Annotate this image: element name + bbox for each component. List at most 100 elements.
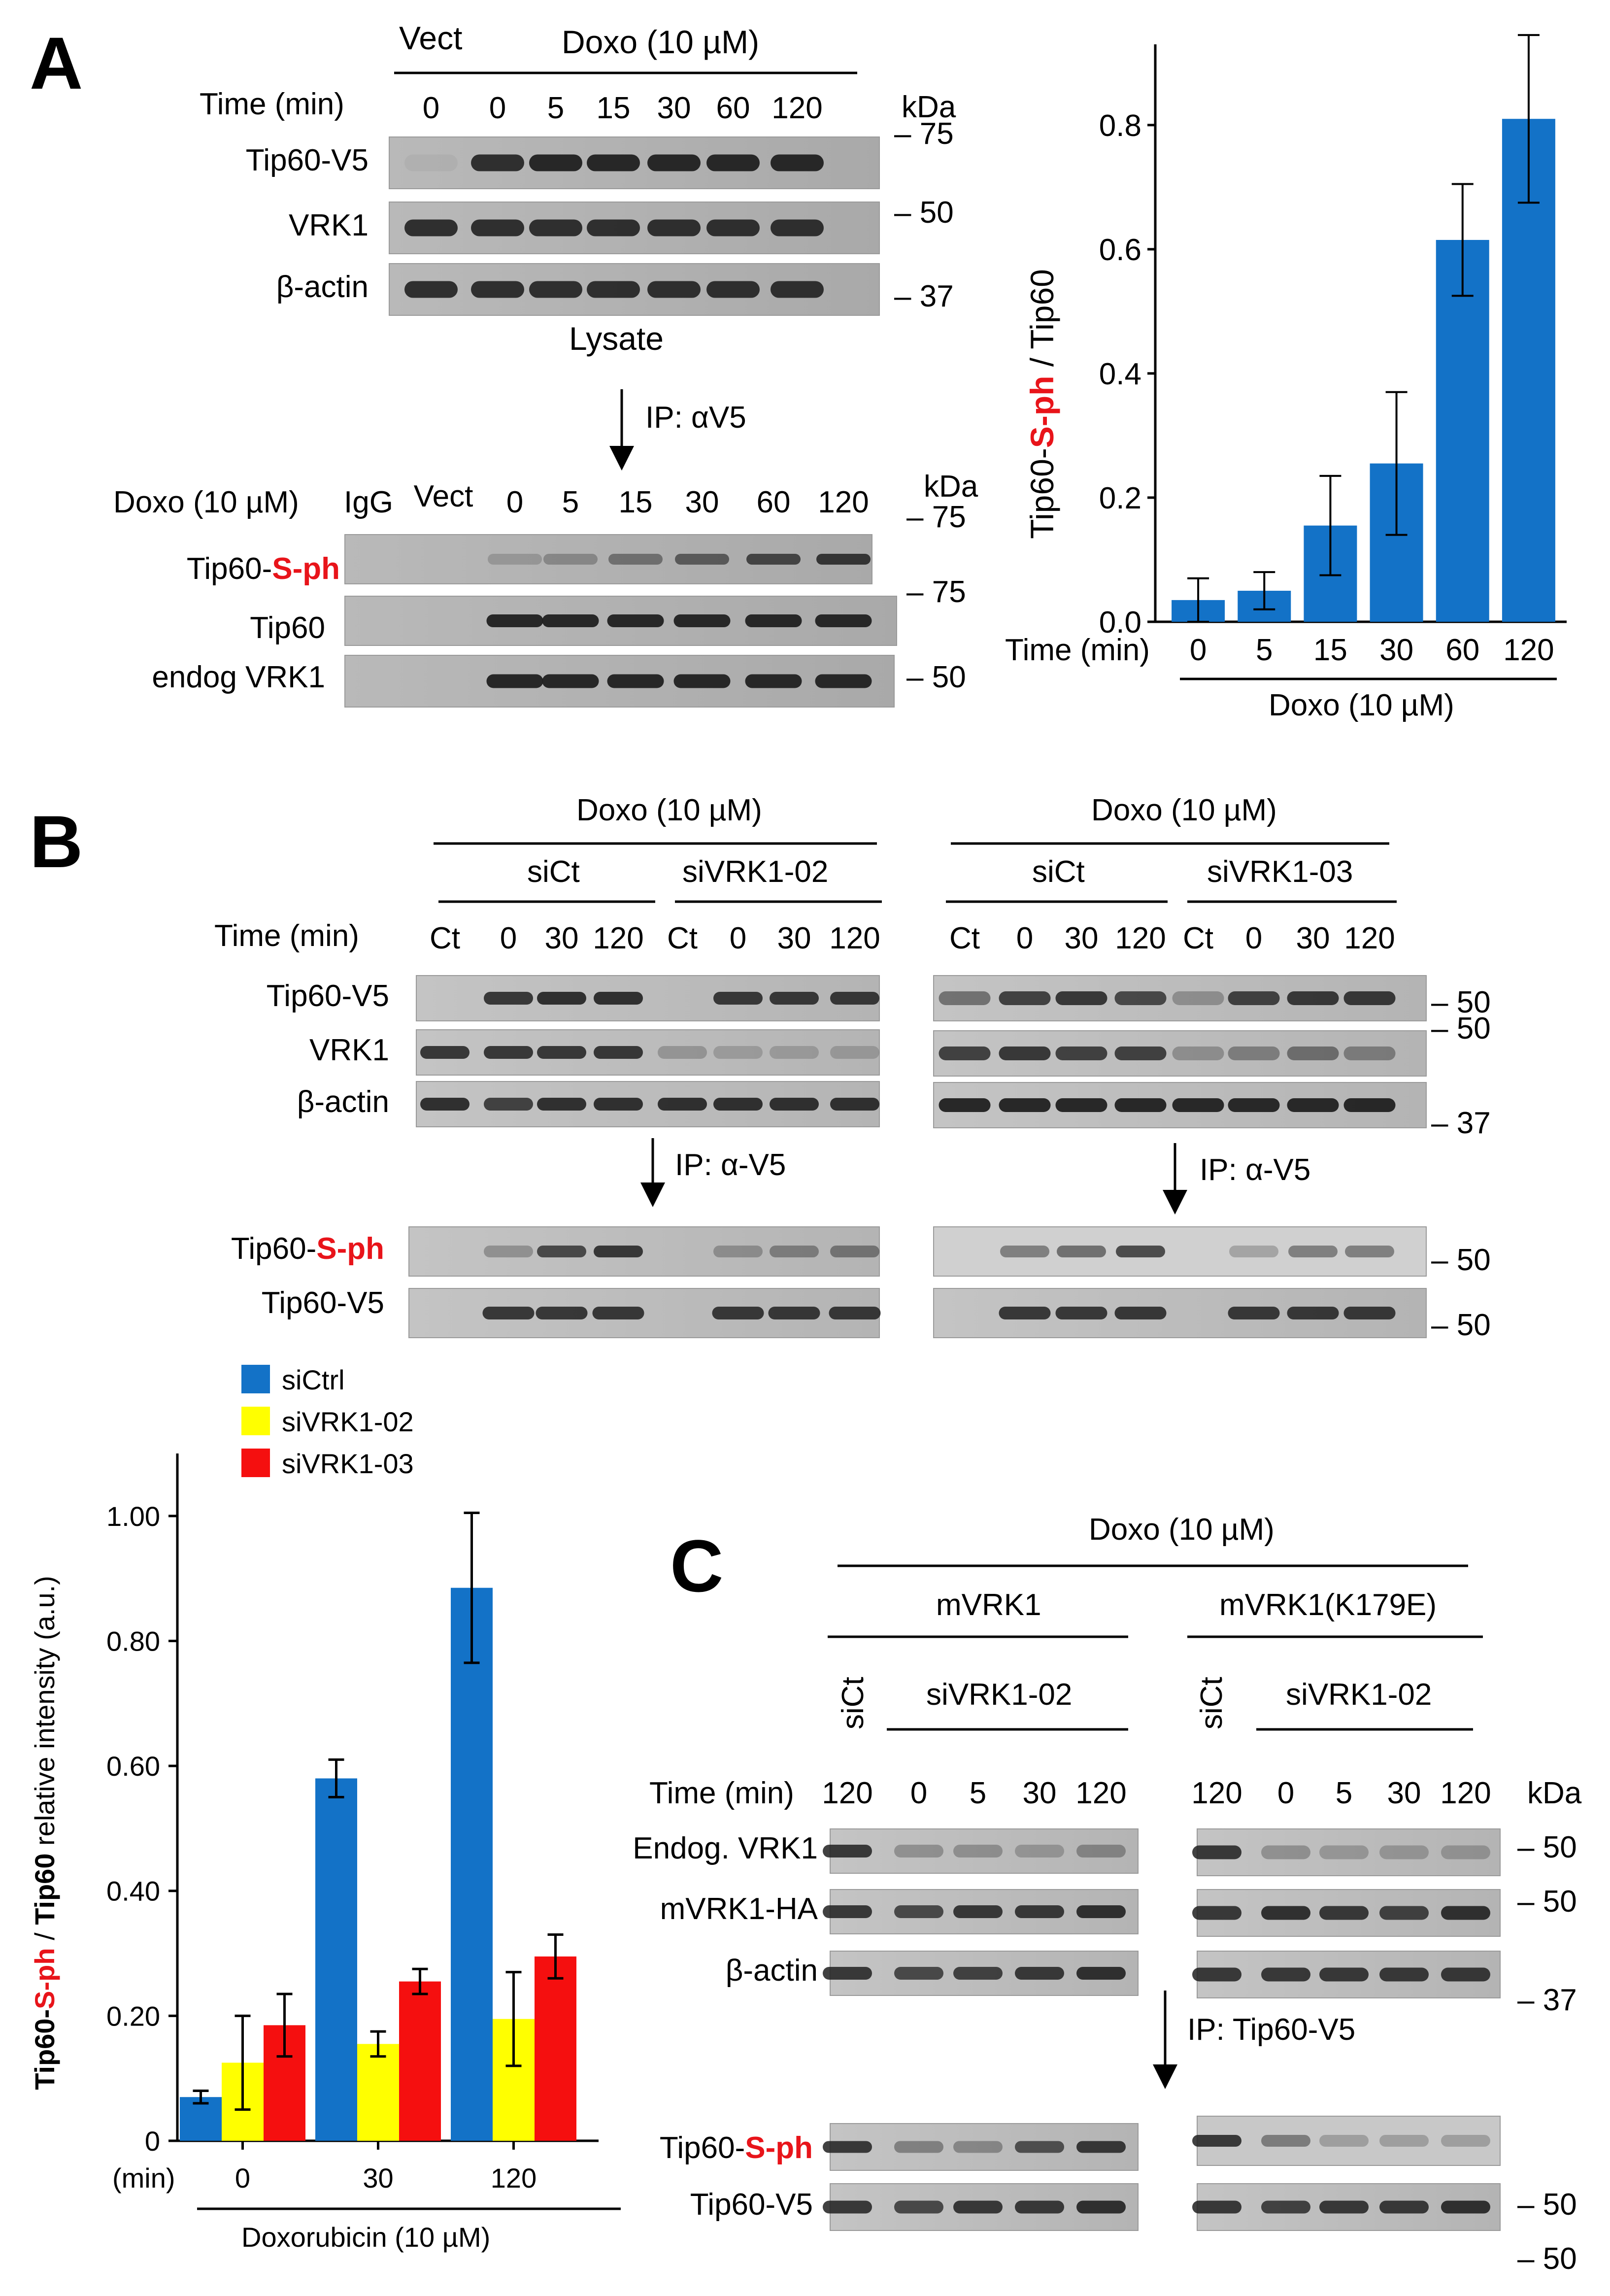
chart-a-ytick-label: 0.4 — [1099, 357, 1141, 391]
panel-b-lane: 30 — [1296, 921, 1330, 955]
panel-c-letter: C — [670, 1524, 723, 1607]
chart-b-legend: siCtrl siVRK1-02 siVRK1-03 — [241, 1364, 414, 1479]
panel-b-ip-blot-right-band — [1287, 1307, 1339, 1319]
panel-b-lane-labels: Ct 0 30 120 Ct 0 30 120 Ct 0 30 120 Ct 0 30 120 — [430, 921, 1395, 955]
chart-a-xtick-label: 15 — [1313, 633, 1347, 667]
panel-a-ip-blot-band — [816, 554, 871, 565]
panel-a-time-values: 0 0 5 15 30 60 120 — [423, 91, 823, 125]
panel-b-row-label: VRK1 — [309, 1033, 389, 1067]
panel-c-blot-right-band — [1261, 1906, 1310, 1920]
panel-a-ip-row-label: Tip60-S-ph — [187, 552, 340, 586]
chart-a-ytick-label: 0.2 — [1099, 481, 1141, 515]
panel-b-blot-left-band — [420, 1098, 470, 1111]
panel-b-blot-right-band — [999, 1047, 1051, 1060]
panel-b-blot-right-band — [1055, 991, 1107, 1005]
panel-a-ip-blot-band — [745, 614, 802, 627]
panel-c-lane-labels: 120 0 5 30 120 120 0 5 30 120 — [822, 1776, 1491, 1810]
panel-b-blot-left-band — [830, 1046, 879, 1059]
panel-a-ip-lane: 0 — [506, 485, 523, 519]
chart-a-xtick-label: 60 — [1445, 633, 1479, 667]
panel-c-ip-blot-left — [823, 2183, 1139, 2231]
panel-a-blot-band — [706, 219, 760, 236]
panel-b-ip-blot-right-band — [1229, 1246, 1278, 1257]
panel-b-ip-blot-right-band — [1055, 1307, 1107, 1319]
panel-c-marker: – 50 — [1517, 1885, 1577, 1919]
panel-b-blot-left-band — [658, 1098, 707, 1111]
panel-b-lane: Ct — [949, 921, 980, 955]
panel-c-ip-blot-right-band — [1192, 2135, 1241, 2147]
panel-a-ip-blot — [344, 655, 895, 708]
panel-a-blot-band — [529, 219, 582, 236]
panel-b-blot-left-band — [713, 992, 763, 1005]
panel-a-ip-blot-band — [607, 614, 664, 627]
panel-b-sict-left: siCt — [527, 855, 580, 889]
panel-c-blot-left-band — [823, 1905, 872, 1918]
panel-b-blot-right-band — [1287, 1098, 1339, 1112]
panel-a-ip-kda-label: kDa — [924, 470, 978, 504]
panel-c-blot-left-band — [823, 1845, 872, 1857]
panel-a-ip-lane: 60 — [757, 485, 791, 519]
panel-b-lane: 30 — [777, 921, 811, 955]
chart-a-ylabel: Tip60-S-ph / Tip60 — [1024, 269, 1060, 539]
chart-b-ylabel: Tip60-S-ph / Tip60 relative intensity (a… — [29, 1576, 60, 2090]
panel-c-lane-right: 30 — [1387, 1776, 1421, 1810]
panel-a-blot-band — [471, 154, 524, 171]
panel-b-lane: 30 — [1065, 921, 1099, 955]
panel-c-marker: – 37 — [1517, 1983, 1577, 2017]
panel-c-ip-blot-left-band — [1015, 2141, 1064, 2153]
panel-c-blot-left-band — [1076, 1905, 1126, 1918]
panel-c-blot-left-band — [894, 1905, 943, 1918]
panel-a-marker: – 50 — [894, 196, 954, 230]
panel-b-blot-right-band — [1343, 1098, 1396, 1112]
panel-b-blot-right-band — [1228, 991, 1280, 1005]
panel-b-ip-blot-left — [408, 1226, 880, 1277]
panel-b-blot-right-band — [939, 991, 991, 1005]
panel-c-row-label: Endog. VRK1 — [633, 1831, 818, 1865]
chart-a-xtick-label: 120 — [1503, 633, 1554, 667]
panel-b-ip-left: IP: α-V5 — [675, 1148, 786, 1182]
panel-a-blot-band — [771, 281, 824, 298]
panel-b-blot-right-band — [1287, 1047, 1339, 1060]
chart-a: 0.0 0.2 0.4 0.6 0.8 0 5 15 30 60 120 — [1099, 34, 1567, 667]
panel-a-ip-blot-band — [815, 674, 872, 688]
panel-c-blot-left-band — [1076, 1967, 1126, 1980]
panel-b-blot-left-band — [770, 992, 819, 1005]
chart-a-ytick-label: 0.6 — [1099, 233, 1141, 267]
panel-c-blot-right-band — [1319, 1906, 1369, 1920]
panel-b-ip-blots: Tip60-S-ph Tip60-V5 – 50 – 50 — [231, 1226, 1491, 1342]
panel-c-ip-blot-left-band — [1076, 2200, 1126, 2214]
panel-c-blot-left-band — [1076, 1845, 1126, 1857]
panel-b-doxo-left: Doxo (10 µM) — [576, 793, 762, 827]
panel-c-blots: Endog. VRK1 mVRK1-HA β-actin – 50 – 50 – 37 — [633, 1828, 1577, 2017]
panel-c-ip-blot-right — [1192, 2116, 1501, 2166]
panel-b-marker: – 50 — [1431, 985, 1491, 1019]
chart-a-doxo-label: Doxo (10 µM) — [1269, 688, 1454, 722]
chart-b-bar — [451, 1587, 493, 2141]
panel-c-sict-left: siCt — [836, 1677, 870, 1729]
panel-b-lane: 0 — [500, 921, 517, 955]
chart-b-xunit: (min) — [112, 2162, 175, 2194]
panel-a-blot-band — [529, 281, 582, 298]
panel-c-lane-right: 120 — [1191, 1776, 1242, 1810]
panel-c-blot-right — [1192, 1951, 1501, 1998]
panel-c-ip-blot-right-band — [1319, 2135, 1369, 2147]
panel-a-ip-blot — [344, 534, 872, 584]
panel-c-blot-left-band — [1015, 1905, 1064, 1918]
panel-a-ip-blot-band — [607, 674, 664, 688]
panel-b-lane: Ct — [667, 921, 698, 955]
chart-b-xtick-label: 120 — [491, 2162, 537, 2194]
panel-a-time-value: 5 — [547, 91, 564, 125]
chart-b-ytick-label: 0 — [145, 2126, 160, 2157]
panel-c-blot-left-band — [894, 1967, 943, 1980]
panel-c-blot-right-band — [1261, 1967, 1310, 1982]
panel-b-blot-left-band — [713, 1098, 763, 1111]
panel-a-blot-band — [706, 154, 760, 171]
panel-b-lane: 120 — [593, 921, 643, 955]
panel-c-ip-blot-left-band — [1076, 2141, 1126, 2153]
panel-c-ip-blot-right-band — [1192, 2200, 1241, 2214]
panel-b-sivrk-left: siVRK1-02 — [682, 855, 828, 889]
panel-a-blot-band — [404, 154, 458, 171]
panel-b-blot-left-band — [484, 1046, 533, 1059]
panel-b-ip-blot-right-band — [999, 1307, 1051, 1319]
panel-a-row-label: β-actin — [276, 270, 369, 304]
